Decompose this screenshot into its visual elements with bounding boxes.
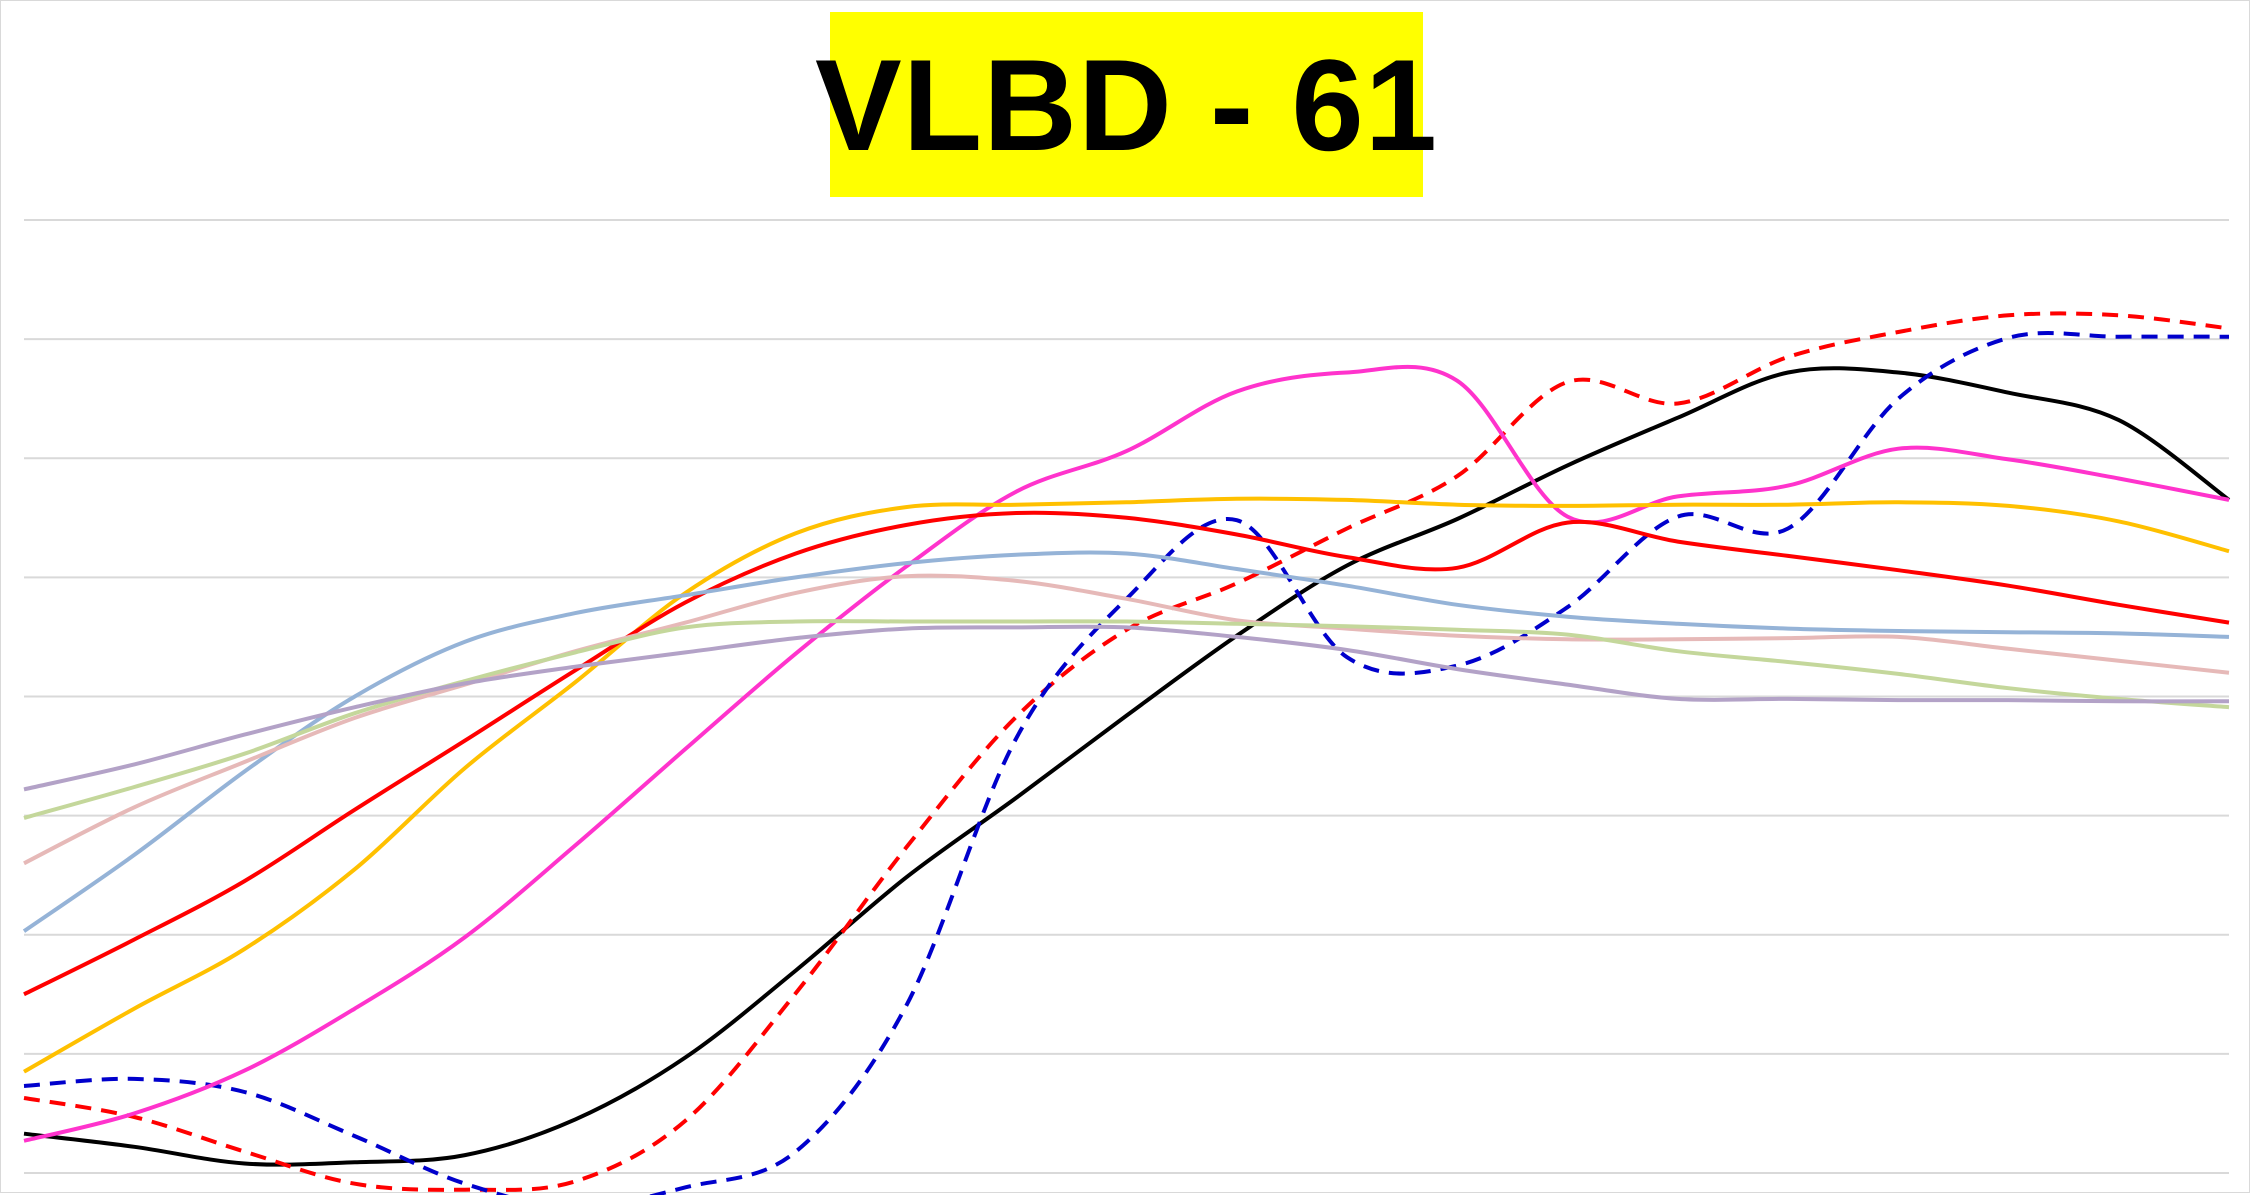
series-line-7	[22, 550, 2230, 933]
series-line-5	[23, 496, 2230, 1074]
series-line-8	[23, 573, 2230, 866]
series-lines	[22, 311, 2231, 1195]
series-line-1	[23, 366, 2231, 1167]
series-line-9	[23, 619, 2230, 820]
series-line-2	[23, 311, 2230, 1192]
series-line-6	[23, 510, 2230, 997]
chart-title-box: VLBD - 61	[815, 12, 1437, 197]
series-line-10	[23, 624, 2230, 792]
series-line-4	[23, 364, 2230, 1143]
chart-title: VLBD - 61	[815, 31, 1439, 178]
gridlines	[24, 219, 2229, 1174]
series-line-3	[23, 331, 2230, 1195]
